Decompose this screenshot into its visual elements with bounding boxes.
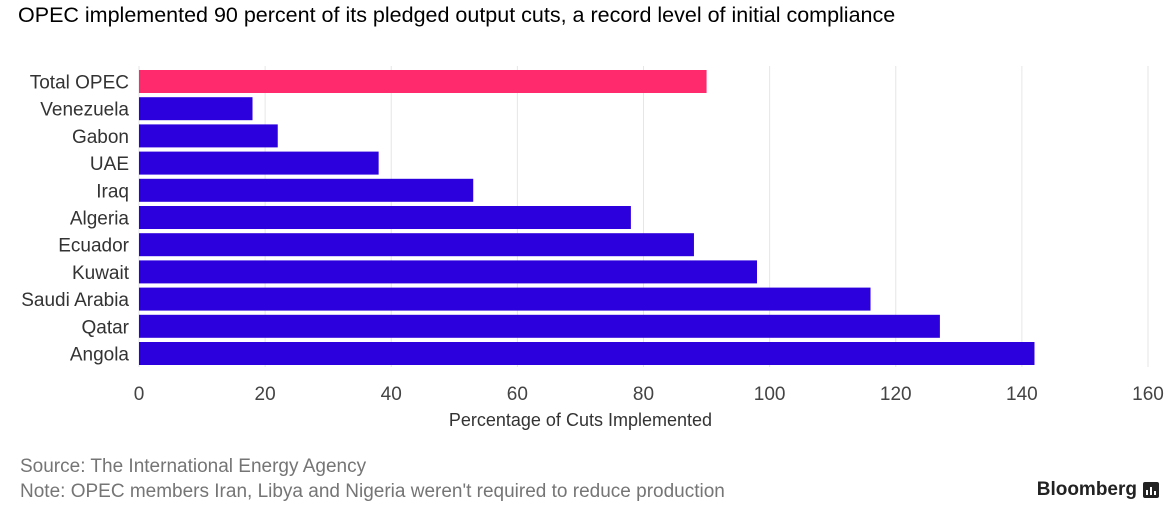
x-tick-label: 40 <box>381 384 402 405</box>
bar <box>139 342 1035 365</box>
x-axis-label: Percentage of Cuts Implemented <box>449 410 712 430</box>
bar <box>139 178 474 202</box>
brand-name: Bloomberg <box>1036 479 1137 500</box>
chart-footer: Source: The International Energy Agency … <box>20 454 725 504</box>
y-category-label: Ecuador <box>58 236 129 257</box>
y-category-label: Total OPEC <box>30 73 129 94</box>
bloomberg-terminal-icon <box>1143 482 1159 498</box>
chart-title: OPEC implemented 90 percent of its pledg… <box>18 3 896 27</box>
y-category-label: Angola <box>70 345 130 366</box>
bar <box>139 287 871 311</box>
y-category-label: Iraq <box>96 181 129 202</box>
bar <box>139 314 940 338</box>
bar-total <box>139 70 707 93</box>
y-category-label: Gabon <box>72 127 129 148</box>
bar <box>139 124 278 148</box>
x-tick-label: 100 <box>754 384 786 405</box>
y-category-label: UAE <box>90 154 129 175</box>
x-tick-label: 140 <box>1006 384 1038 405</box>
x-tick-label: 80 <box>633 384 654 405</box>
bar <box>139 233 694 257</box>
footnote: Note: OPEC members Iran, Libya and Niger… <box>20 481 725 502</box>
x-tick-label: 0 <box>134 384 145 405</box>
brand-logo: Bloomberg <box>1037 479 1159 501</box>
y-category-label: Qatar <box>81 317 129 338</box>
y-category-label: Saudi Arabia <box>21 290 129 311</box>
x-tick-label: 160 <box>1132 384 1164 405</box>
y-category-label: Kuwait <box>72 263 130 284</box>
bar <box>139 151 379 175</box>
bar <box>139 260 758 284</box>
bar-chart: 0 20 40 60 80 100 120 140 160 Total OPEC Venezuela… <box>21 66 1164 430</box>
y-category-label: Algeria <box>70 209 130 230</box>
bar <box>139 206 631 229</box>
x-tick-label: 60 <box>507 384 528 405</box>
source-note: Source: The International Energy Agency <box>20 456 367 477</box>
x-tick-label: 120 <box>880 384 912 405</box>
y-category-label: Venezuela <box>40 100 129 121</box>
x-tick-label: 20 <box>255 384 276 405</box>
bar <box>139 97 253 121</box>
